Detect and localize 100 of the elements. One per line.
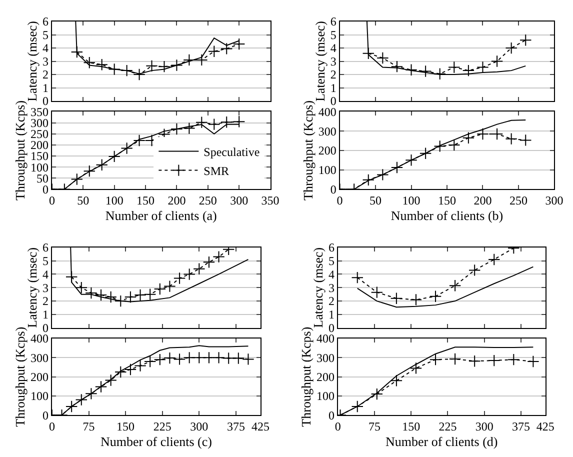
point [94, 288, 108, 302]
point [390, 374, 403, 387]
point [193, 262, 206, 275]
point [351, 271, 364, 284]
point [158, 60, 170, 73]
y-tick-label: 6 [42, 240, 49, 255]
point [196, 116, 208, 128]
x-tick-label: 300 [230, 194, 248, 208]
point [65, 270, 78, 284]
point [362, 47, 374, 60]
y-tick-label: 6 [330, 14, 336, 29]
y-tick-label: 200 [316, 370, 334, 384]
point [390, 292, 403, 304]
point [124, 363, 137, 376]
point [410, 294, 422, 306]
point [508, 353, 520, 366]
x-tick-label: 150 [402, 420, 420, 434]
x-tick-label: 100 [402, 194, 420, 208]
point [390, 161, 404, 174]
x-axis-title: Number of clients (b) [390, 208, 504, 224]
point [232, 38, 246, 50]
point [505, 132, 518, 145]
point [70, 46, 84, 58]
point [362, 174, 374, 186]
point [429, 290, 442, 302]
y-tick-label: 3 [42, 54, 49, 68]
y-tick-label: 5 [42, 28, 49, 42]
y-tick-label: 100 [30, 389, 49, 404]
point [220, 42, 233, 55]
point [134, 360, 146, 372]
y-tick-label: 2 [42, 68, 49, 82]
point [490, 128, 504, 140]
x-tick-label: 425 [536, 420, 554, 434]
point [405, 154, 418, 166]
point [212, 250, 225, 263]
point [134, 288, 146, 302]
point [468, 355, 481, 368]
y-tick-label: 1 [330, 80, 336, 95]
point [376, 168, 389, 181]
point [476, 128, 489, 140]
point [242, 353, 254, 366]
point [448, 280, 462, 292]
point [83, 164, 96, 178]
line-series [356, 266, 534, 308]
y-axis-title: Throughput (Kcps) [12, 100, 28, 200]
point [183, 122, 196, 134]
point [154, 353, 166, 366]
point [144, 355, 156, 368]
y-axis-title: Throughput (Kcps) [298, 326, 314, 427]
point [196, 54, 208, 66]
x-tick-label: 200 [474, 194, 492, 208]
y-axis-title: Latency (msec) [312, 21, 328, 102]
point [173, 353, 186, 366]
y-tick-label: 5 [42, 254, 49, 268]
point [94, 380, 108, 393]
y-tick-label: 6 [42, 14, 49, 29]
y-axis-title: Latency (msec) [310, 247, 326, 328]
y-tick-label: 5 [330, 28, 336, 42]
point [220, 116, 233, 128]
point [183, 352, 196, 364]
point [154, 282, 166, 296]
point [370, 388, 384, 400]
point [85, 388, 98, 400]
x-tick-label: 50 [77, 194, 90, 208]
y-axis-title: Latency (msec) [24, 21, 40, 102]
point [488, 354, 500, 367]
x-tick-label: 150 [438, 194, 456, 208]
y-tick-label: 200 [30, 370, 49, 384]
y-tick-label: 100 [318, 163, 336, 178]
x-axis-title: Number of clients (a) [105, 208, 217, 224]
point [96, 158, 108, 171]
point [75, 282, 88, 294]
x-tick-label: 300 [475, 420, 494, 434]
point [170, 122, 183, 136]
point [448, 138, 460, 152]
y-tick-label: 4 [328, 267, 334, 282]
point [520, 134, 532, 146]
y-tick-label: 300 [30, 350, 49, 365]
x-tick-label: 75 [82, 420, 95, 434]
x-tick-label: 100 [105, 194, 124, 208]
point [146, 60, 158, 72]
point [434, 140, 446, 152]
point [108, 63, 120, 76]
y-tick-label: 6 [328, 240, 334, 255]
x-tick-label: 375 [512, 420, 530, 434]
point [405, 64, 418, 76]
point [193, 352, 206, 364]
y-tick-label: 2 [328, 294, 334, 308]
point [133, 68, 146, 81]
y-tick-label: 100 [316, 389, 334, 404]
point [527, 355, 540, 368]
y-tick-label: 0 [330, 182, 336, 196]
y-tick-label: 3 [328, 280, 334, 295]
point [183, 268, 196, 280]
y-tick-label: 0 [328, 408, 334, 422]
point [410, 362, 422, 374]
x-tick-label: 225 [153, 420, 172, 434]
point [65, 400, 78, 413]
y-tick-label: 3 [42, 280, 49, 295]
point [114, 366, 127, 378]
